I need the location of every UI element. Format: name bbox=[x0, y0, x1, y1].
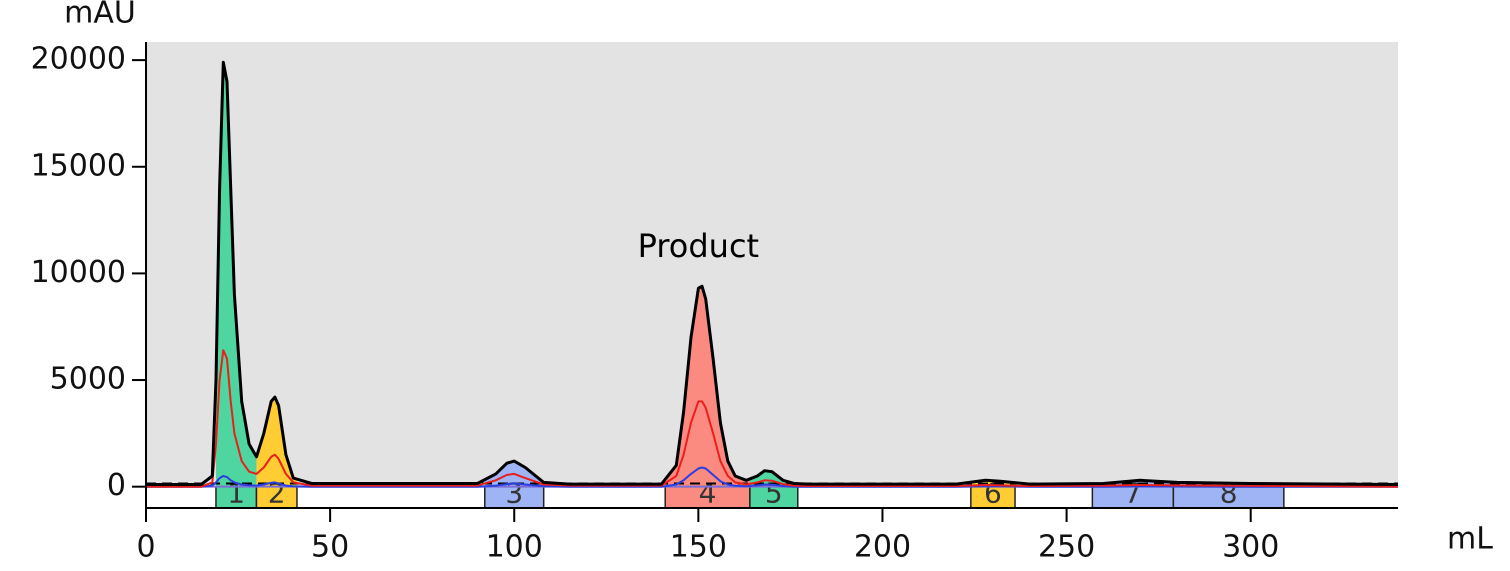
y-tick-label: 0 bbox=[107, 468, 126, 503]
y-tick-label: 15000 bbox=[31, 148, 126, 183]
x-tick-label: 300 bbox=[1222, 530, 1279, 565]
x-tick-label: 100 bbox=[486, 530, 543, 565]
fraction-fill bbox=[215, 62, 257, 487]
fraction-fill bbox=[665, 286, 750, 487]
series-line bbox=[146, 60, 1399, 486]
y-tick-label: 10000 bbox=[31, 255, 126, 290]
plot-area bbox=[146, 42, 1398, 487]
x-axis-label: mL bbox=[1447, 522, 1493, 557]
x-tick-label: 0 bbox=[136, 530, 155, 565]
fraction-label: 4 bbox=[699, 477, 717, 510]
y-tick-label: 20000 bbox=[31, 42, 126, 77]
y-tick-label: 5000 bbox=[50, 362, 126, 397]
x-tick-label: 50 bbox=[311, 530, 349, 565]
fraction-label: 3 bbox=[505, 477, 523, 510]
y-axis-label: mAU bbox=[64, 0, 136, 31]
x-tick-label: 200 bbox=[854, 530, 911, 565]
x-tick-label: 150 bbox=[670, 530, 727, 565]
fraction-label: 1 bbox=[227, 477, 245, 510]
annotation: Product bbox=[638, 227, 760, 265]
fraction-label: 2 bbox=[268, 477, 286, 510]
x-tick-label: 250 bbox=[1038, 530, 1095, 565]
